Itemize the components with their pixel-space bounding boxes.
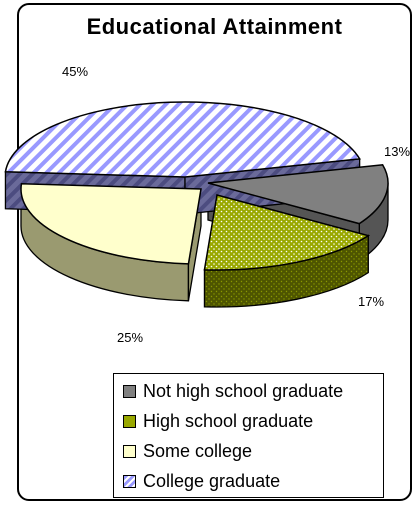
pie-slice (4, 101, 361, 178)
legend-label: College graduate (143, 470, 281, 491)
legend-label: High school graduate (143, 410, 314, 431)
legend-item: High school graduate (114, 406, 383, 436)
chart-title: Educational Attainment (86, 14, 343, 39)
pie-slice (20, 182, 202, 265)
legend-item: Some college (114, 436, 383, 466)
pie-slice (203, 194, 371, 271)
chart-legend: Not high school graduate High school gra… (113, 373, 384, 498)
legend-swatch (123, 414, 136, 428)
legend-swatch (123, 384, 136, 398)
pie-data-label: 25% (117, 330, 144, 345)
legend-swatch (123, 444, 136, 458)
pie-data-label: 45% (62, 64, 89, 79)
legend-item: Not high school graduate (114, 376, 383, 406)
legend-item: College graduate (114, 466, 383, 496)
pie-slice (207, 164, 389, 225)
legend-label: Some college (143, 440, 253, 461)
pie-data-label: 13% (384, 144, 411, 159)
legend-label: Not high school graduate (143, 380, 344, 401)
pie-data-label: 17% (358, 294, 385, 309)
legend-swatch (123, 474, 136, 488)
